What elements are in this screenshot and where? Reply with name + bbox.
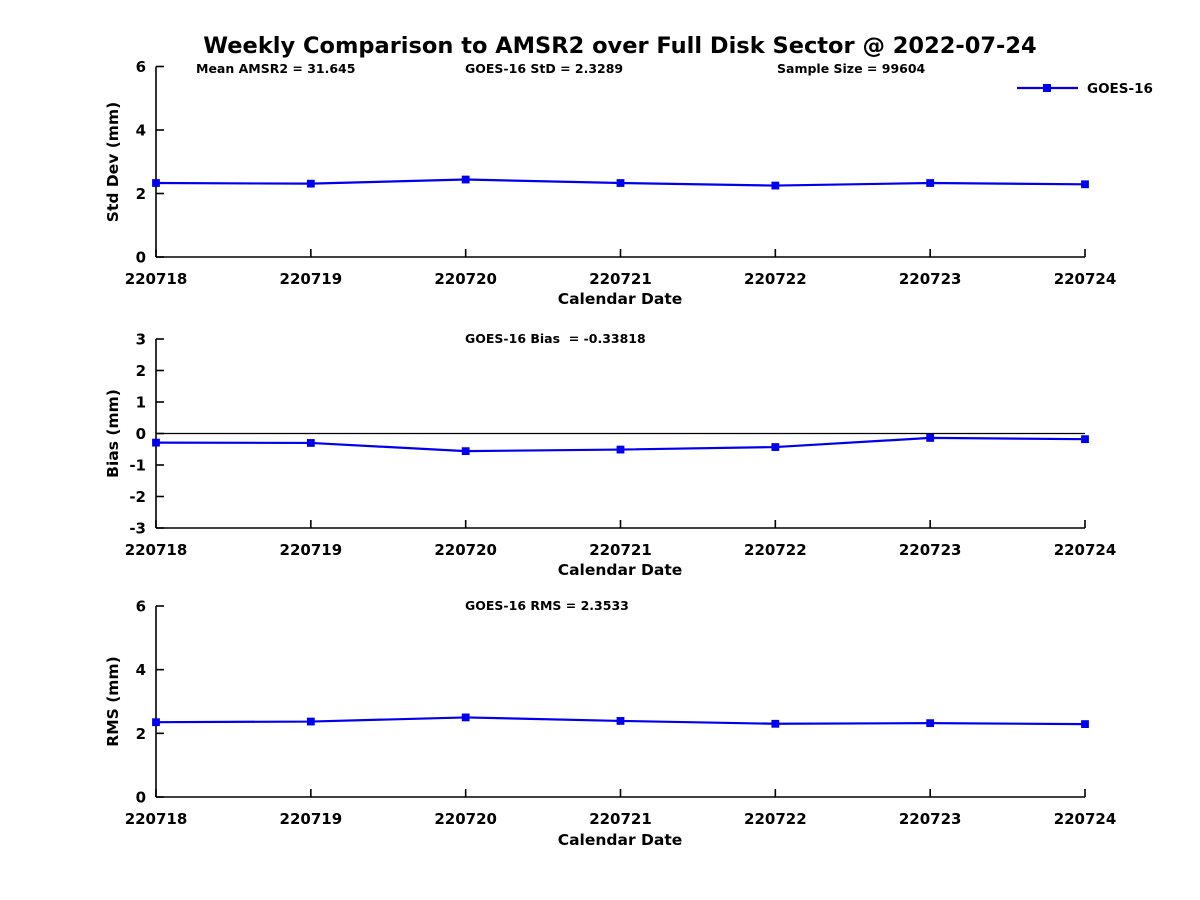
rms-x-axis-label: Calendar Date	[558, 831, 683, 849]
std-dev-y-axis-label: Std Dev (mm)	[104, 102, 122, 222]
data-point-marker	[926, 434, 935, 442]
y-tick-label: 1	[136, 394, 146, 412]
data-point-marker	[1081, 435, 1089, 444]
y-tick-label: -2	[129, 488, 146, 506]
std-dev-plot-area: 0 2 4 6 220718 220719 220720 220721 220722 220723…	[125, 58, 1117, 288]
chart-std-dev: 0 2 4 6 220718 220719 220720 220721 220722 220723…	[104, 58, 1153, 308]
x-tick-label: 220721	[589, 810, 652, 828]
x-tick-label: 220724	[1054, 810, 1117, 828]
x-tick-label: 220723	[899, 270, 962, 288]
chart-rms: 0 2 4 6 220718 220719 220720 220721 220722 220723…	[104, 598, 1116, 850]
y-tick-label: 4	[136, 122, 146, 140]
x-tick-label: 220718	[125, 541, 188, 559]
data-point-marker	[926, 719, 935, 728]
y-tick-label: -3	[129, 520, 146, 538]
figure-title: Weekly Comparison to AMSR2 over Full Dis…	[203, 33, 1036, 59]
x-tick-label: 220719	[280, 541, 343, 559]
y-tick-label: 6	[136, 598, 146, 616]
y-tick-label: 0	[136, 789, 146, 807]
y-tick-label: 0	[136, 425, 146, 443]
data-point-marker	[771, 181, 780, 190]
data-point-marker	[152, 438, 160, 447]
data-point-marker	[306, 439, 315, 447]
std-dev-annotation-mean-amsr2: Mean AMSR2 = 31.645	[196, 61, 355, 76]
std-dev-x-axis-label: Calendar Date	[558, 290, 683, 308]
data-point-marker	[616, 179, 625, 187]
x-tick-label: 220718	[125, 810, 188, 828]
x-tick-label: 220724	[1054, 541, 1117, 559]
y-tick-label: 2	[136, 185, 146, 203]
y-tick-label: 6	[136, 58, 146, 76]
data-point-marker	[926, 179, 935, 187]
x-tick-label: 220722	[744, 270, 807, 288]
y-tick-label: 4	[136, 661, 146, 679]
x-tick-label: 220719	[280, 810, 343, 828]
data-point-marker	[306, 717, 315, 726]
x-tick-label: 220720	[434, 810, 497, 828]
data-point-marker	[152, 179, 160, 187]
data-point-marker	[1081, 180, 1089, 189]
x-tick-label: 220719	[280, 270, 343, 288]
x-tick-label: 220723	[899, 541, 962, 559]
x-tick-label: 220721	[589, 270, 652, 288]
y-tick-label: -1	[129, 457, 146, 475]
data-point-marker	[461, 447, 470, 456]
x-tick-label: 220720	[434, 270, 497, 288]
data-point-marker	[461, 713, 470, 722]
legend-label: GOES-16	[1087, 81, 1153, 97]
y-tick-label: 2	[136, 362, 146, 380]
rms-annotation-goes16-rms: GOES-16 RMS = 2.3533	[465, 598, 629, 613]
legend: GOES-16	[1017, 81, 1153, 97]
data-point-marker	[461, 175, 470, 184]
rms-y-axis-label: RMS (mm)	[104, 656, 122, 746]
y-tick-label: 2	[136, 725, 146, 743]
rms-plot-area: 0 2 4 6 220718 220719 220720 220721 220722 220723…	[125, 598, 1117, 829]
data-point-marker	[771, 719, 780, 728]
data-point-marker	[771, 443, 780, 451]
x-tick-label: 220723	[899, 810, 962, 828]
chart-bias: -3 -2 -1 0 1 2 3 220718 220719 220720 220721 220722…	[104, 331, 1116, 580]
y-tick-label: 0	[136, 249, 146, 267]
data-point-marker	[1081, 720, 1089, 729]
x-tick-label: 220721	[589, 541, 652, 559]
data-point-marker	[616, 717, 625, 725]
x-tick-label: 220720	[434, 541, 497, 559]
bias-plot-area: -3 -2 -1 0 1 2 3 220718 220719 220720 220721 220722…	[125, 331, 1117, 560]
bias-x-axis-label: Calendar Date	[558, 561, 683, 579]
x-tick-label: 220722	[744, 541, 807, 559]
bias-annotation-goes16-bias: GOES-16 Bias = -0.33818	[465, 331, 646, 346]
data-point-marker	[152, 718, 160, 727]
x-tick-label: 220722	[744, 810, 807, 828]
y-tick-label: 3	[136, 331, 146, 349]
data-point-marker	[616, 445, 625, 454]
x-tick-label: 220718	[125, 270, 188, 288]
data-point-marker	[306, 179, 315, 188]
std-dev-annotation-goes16-std: GOES-16 StD = 2.3289	[465, 61, 623, 76]
legend-square-marker-icon	[1043, 84, 1051, 92]
bias-y-axis-label: Bias (mm)	[104, 389, 122, 478]
x-tick-label: 220724	[1054, 270, 1117, 288]
std-dev-annotation-sample-size: Sample Size = 99604	[777, 61, 926, 76]
